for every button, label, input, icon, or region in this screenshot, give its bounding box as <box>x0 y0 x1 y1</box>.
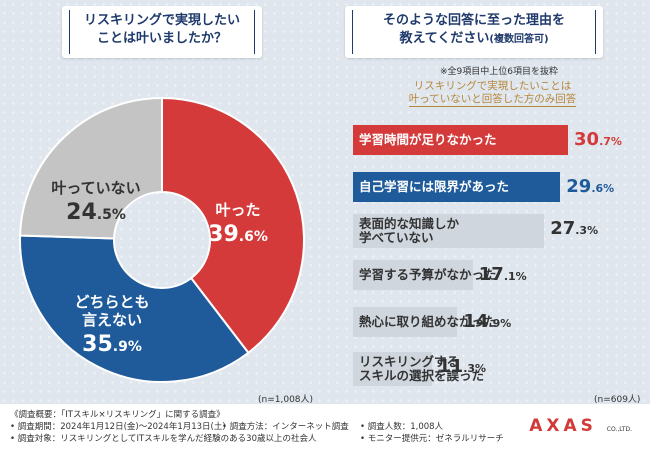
subnote-line-2: 叶っていないと回答した方のみ回答 <box>408 93 577 107</box>
pie-slice-1 <box>19 234 250 383</box>
pie-label-2-0: 叶っていない <box>51 179 140 197</box>
bar-value-2: 27.3% <box>550 218 599 239</box>
bar-label-0-line-0: 学習時間が足りなかった <box>359 132 497 147</box>
bar-label-0: 学習時間が足りなかった <box>359 133 497 147</box>
footer-count: • 調査人数：1,008人 <box>360 422 444 432</box>
pie-label-0-0: 叶った <box>215 201 260 219</box>
company-logo: AXAS CO.,LTD. <box>529 416 632 436</box>
bar-2: 表面的な知識しか 学べていない <box>353 214 545 248</box>
bar-label-1-line-0: 自己学習には限界があった <box>359 179 510 194</box>
left-title-line-2: ことは叶いましたか？ <box>96 31 227 46</box>
pie-label-1-0: どちらとも <box>74 293 149 311</box>
bar-label-5-line-0: リスキリングする <box>359 354 460 369</box>
footer-target: • 調査対象：リスキリングとしてITスキルを学んだ経験のある30歳以上の社会人 <box>10 434 317 444</box>
top-note: ※全9項目中上位6項目を抜粋 <box>440 67 558 77</box>
respondent-subnote: リスキリングで実現したいことは 叶っていないと回答した方のみ回答 <box>370 80 615 107</box>
pie-slice-2 <box>19 96 163 240</box>
bar-5: リスキリングする スキルの選択を誤った <box>353 352 484 386</box>
bar-label-2: 表面的な知識しか 学べていない <box>359 217 459 245</box>
bar-label-4: 熱心に取り組めなかった <box>359 315 497 329</box>
pie-label-1-1: 言えない <box>82 311 142 329</box>
bar-label-3: 学習する予算がなかった <box>359 268 497 282</box>
bar-label-5-line-1: スキルの選択を誤った <box>359 368 485 383</box>
right-title-line-1: そのような回答に至った理由を <box>382 13 565 28</box>
bar-label-4-line-0: 熱心に取り組めなかった <box>359 314 497 329</box>
survey-footer: 《調査概要：「ITスキル×リスキリング」に関する調査》 • 調査期間：2024年… <box>0 404 650 450</box>
bar-value-4: 14.9% <box>463 311 512 332</box>
subnote-line-1: リスキリングで実現したいことは <box>413 80 572 92</box>
bar-value-3: 17.1% <box>478 264 527 285</box>
right-title-line-2: 教えてください <box>399 31 490 46</box>
pie-value-1: 35.9% <box>82 332 142 357</box>
bar-value-5: 11.3% <box>438 356 487 377</box>
right-sample-size: (n=609人) <box>594 395 641 405</box>
bar-label-3-line-0: 学習する予算がなかった <box>359 267 497 282</box>
left-question-title: リスキリングで実現したい ことは叶いましたか？ <box>62 6 262 58</box>
bar-value-1: 29.6% <box>566 176 615 197</box>
right-title-multiple-note: (複数回答可) <box>489 34 549 45</box>
right-question-title: そのような回答に至った理由を 教えてください(複数回答可) <box>345 6 603 58</box>
pie-slice-0 <box>161 96 305 355</box>
bar-4: 熱心に取り組めなかった <box>353 307 497 337</box>
left-sample-size: (n=1,008人) <box>258 395 314 405</box>
bar-value-0: 30.7% <box>574 129 622 150</box>
footer-provider: • モニター提供元：ゼネラルリサーチ <box>360 434 504 444</box>
footer-survey-title: 《調査概要：「ITスキル×リスキリング」に関する調査》 <box>10 410 225 420</box>
footer-method: • 調査方法：インターネット調査 <box>222 422 349 432</box>
pie-value-2: 24.5% <box>66 200 126 225</box>
bar-label-2-line-1: 学べていない <box>359 230 434 245</box>
footer-period: • 調査期間：2024年1月12日(金)～2024年1月13日(土) <box>10 422 226 432</box>
left-title-line-1: リスキリングで実現したい <box>83 13 240 28</box>
bar-3: 学習する予算がなかった <box>353 260 497 290</box>
bar-label-2-line-0: 表面的な知識しか <box>359 216 460 231</box>
pie-value-0: 39.6% <box>208 222 268 247</box>
bar-label-5: リスキリングする スキルの選択を誤った <box>359 355 484 383</box>
bar-0: 学習時間が足りなかった <box>353 125 568 155</box>
bar-label-1: 自己学習には限界があった <box>359 180 509 194</box>
bar-1: 自己学習には限界があった <box>353 172 561 202</box>
